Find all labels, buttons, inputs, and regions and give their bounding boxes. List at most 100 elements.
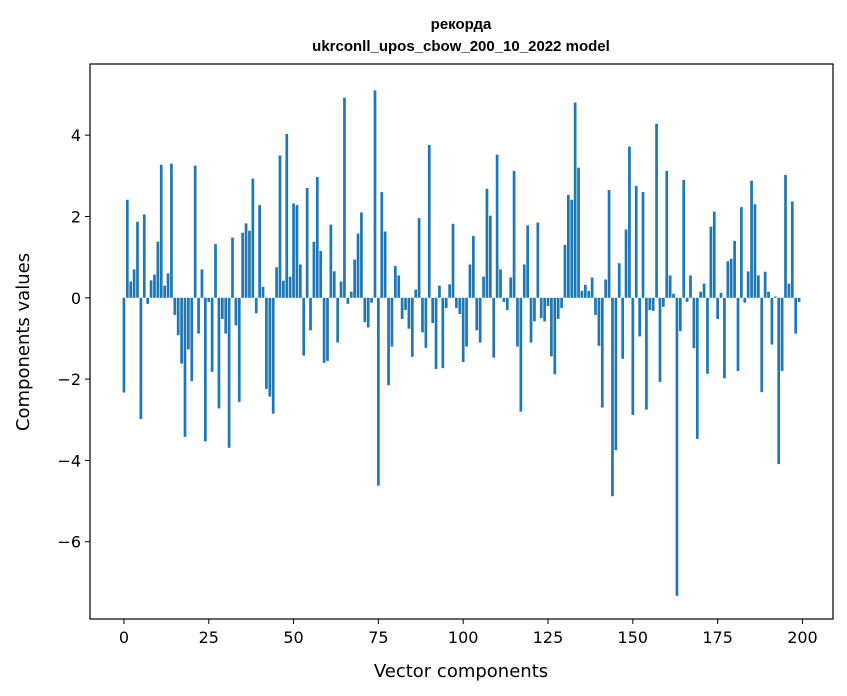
bar-101	[465, 297, 468, 347]
y-tick-label: 2	[71, 207, 81, 226]
bar-23	[200, 269, 204, 298]
plot-area-frame	[89, 63, 834, 620]
bar-97	[451, 223, 455, 298]
bar-60	[326, 297, 329, 361]
bar-187	[757, 275, 760, 298]
bar-30	[224, 297, 228, 334]
bar-40	[258, 205, 261, 298]
y-axis-label: Components values	[13, 253, 34, 431]
bar-172	[706, 297, 709, 374]
bar-174	[712, 211, 716, 298]
bar-163	[675, 297, 679, 596]
bar-15	[173, 297, 177, 315]
bar-98	[455, 297, 458, 308]
bar-73	[370, 297, 373, 303]
bar-138	[590, 277, 594, 298]
bar-85	[410, 297, 414, 357]
x-tick-label: 200	[787, 628, 818, 647]
bar-154	[645, 297, 648, 410]
x-tick-label: 0	[119, 628, 129, 647]
bar-156	[651, 297, 655, 311]
bar-83	[404, 297, 407, 310]
bar-115	[512, 170, 516, 298]
bar-38	[251, 178, 255, 298]
bar-86	[414, 289, 418, 298]
bar-189	[763, 271, 767, 298]
bar-148	[624, 229, 628, 298]
bar-54	[305, 188, 309, 298]
bar-12	[163, 285, 166, 298]
bar-44	[271, 297, 275, 414]
bar-63	[336, 297, 340, 343]
x-tick-label: 100	[448, 628, 479, 647]
bar-198	[794, 297, 798, 334]
bar-51	[295, 205, 299, 298]
bar-95	[444, 297, 448, 308]
bar-194	[780, 297, 784, 371]
bar-6	[142, 214, 146, 298]
bar-191	[770, 297, 774, 345]
bar-48	[285, 133, 289, 298]
bar-152	[638, 297, 641, 337]
bar-89	[424, 297, 428, 348]
bar-99	[458, 297, 462, 315]
bar-116	[516, 297, 519, 347]
bar-136	[583, 284, 587, 298]
bar-159	[662, 297, 665, 307]
bar-121	[533, 297, 536, 322]
y-tick-label: −6	[57, 533, 81, 552]
bar-61	[329, 224, 333, 298]
bar-149	[628, 146, 631, 298]
bar-72	[366, 297, 370, 328]
bar-100	[461, 297, 465, 363]
x-axis-ticks: 0 25 50 75 100 125 150 175 200	[119, 619, 818, 647]
bar-143	[607, 190, 611, 298]
bar-64	[339, 281, 343, 298]
y-tick-label: −2	[57, 370, 81, 389]
bar-10	[156, 241, 160, 298]
bar-0	[122, 297, 126, 393]
bar-125	[546, 297, 550, 306]
y-tick-label: −4	[57, 451, 81, 470]
bar-169	[695, 297, 699, 439]
bar-33	[234, 297, 238, 326]
bar-43	[268, 297, 272, 397]
bar-21	[193, 165, 197, 298]
bar-31	[227, 297, 231, 448]
bar-107	[485, 188, 489, 298]
bar-131	[567, 194, 570, 298]
bar-199	[797, 297, 801, 302]
bar-96	[448, 284, 451, 298]
bar-171	[702, 283, 706, 298]
bar-90	[427, 144, 431, 298]
bar-24	[203, 297, 207, 442]
bar-66	[346, 297, 350, 304]
bar-88	[421, 297, 424, 333]
bar-186	[753, 204, 757, 298]
bar-92	[434, 297, 438, 369]
bar-126	[550, 297, 553, 357]
bar-147	[621, 297, 625, 359]
bar-141	[600, 297, 604, 408]
bar-82	[400, 297, 404, 319]
bar-123	[539, 297, 543, 319]
bar-56	[312, 241, 316, 298]
bar-22	[197, 297, 200, 334]
bar-157	[655, 123, 658, 298]
bar-18	[183, 297, 187, 437]
bar-105	[478, 297, 482, 343]
bar-108	[488, 215, 492, 298]
bar-170	[699, 291, 703, 298]
bar-184	[746, 271, 750, 298]
bar-55	[309, 297, 312, 331]
bar-39	[254, 297, 258, 314]
bar-87	[417, 218, 421, 298]
bar-151	[634, 185, 638, 298]
bar-25	[207, 297, 211, 302]
bar-74	[373, 90, 377, 298]
bar-146	[617, 263, 621, 298]
bar-7	[146, 297, 150, 304]
bar-162	[672, 293, 675, 298]
bar-129	[560, 297, 563, 308]
